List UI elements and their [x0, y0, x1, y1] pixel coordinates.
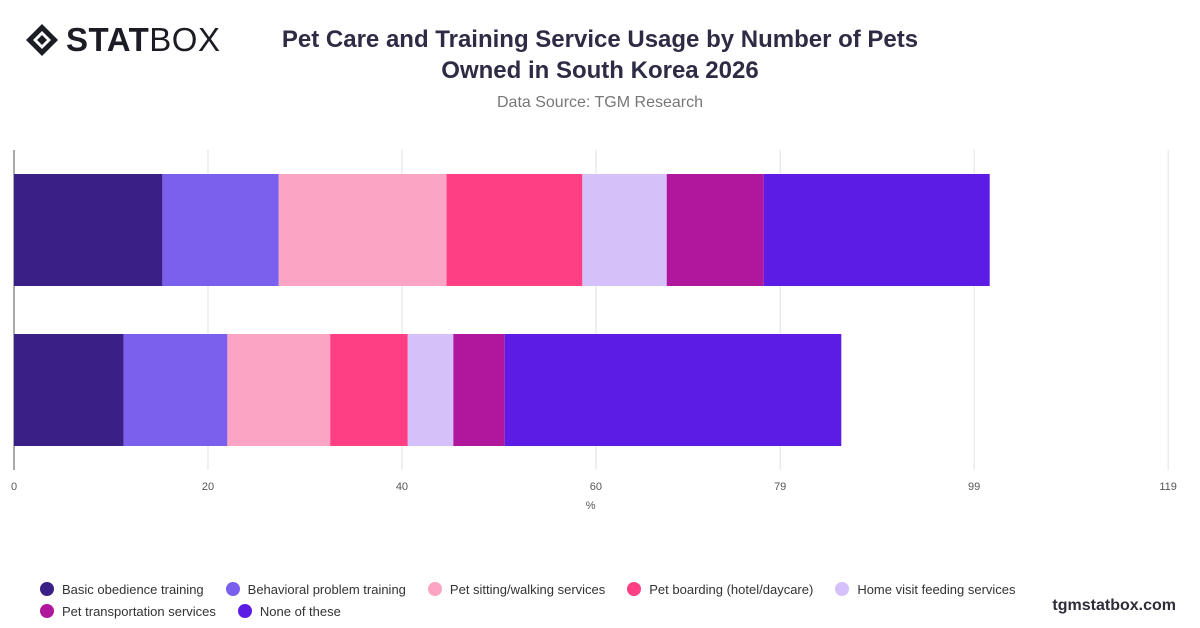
x-tick-label: 20 — [202, 481, 214, 493]
bar-segment — [582, 174, 667, 286]
x-axis-label: % — [586, 500, 596, 512]
bar-segment — [504, 334, 842, 446]
bar-segment — [453, 334, 505, 446]
legend-item[interactable]: Pet transportation services — [40, 602, 216, 620]
chart-title: Pet Care and Training Service Usage by N… — [281, 26, 919, 84]
bar-segment — [666, 174, 764, 286]
legend-item[interactable]: Home visit feeding services — [835, 580, 1016, 598]
legend-swatch — [427, 582, 442, 596]
bar-segment — [227, 334, 331, 446]
legend-label: None of these — [259, 603, 341, 619]
x-tick-label: 119 — [1159, 481, 1177, 493]
legend-item[interactable]: Pet sitting/walking services — [427, 580, 606, 598]
legend-swatch — [225, 582, 240, 596]
bar-segment — [123, 334, 228, 446]
bar-segment — [162, 174, 279, 286]
legend-swatch — [835, 582, 850, 596]
legend-label: Behavioral problem training — [247, 581, 406, 597]
bar-segment — [407, 334, 454, 446]
legend-swatch — [40, 604, 54, 618]
brand-logo: STATBOX — [24, 22, 220, 58]
legend-label: Pet sitting/walking services — [449, 581, 606, 597]
legend-swatch — [237, 604, 252, 618]
legend-label: Home visit feeding services — [857, 581, 1016, 597]
brand-name: STATBOX — [66, 22, 220, 58]
bar-segment — [14, 174, 163, 286]
diamond-logo-icon — [26, 24, 58, 56]
legend-label: Basic obedience training — [62, 581, 204, 597]
legend-swatch — [40, 582, 54, 596]
legend-item[interactable]: Pet boarding (hotel/daycare) — [627, 580, 813, 598]
x-tick-label: 0 — [11, 481, 17, 493]
legend-label: Pet transportation services — [62, 603, 216, 619]
x-tick-label: 79 — [774, 481, 786, 493]
legend-item[interactable]: Basic obedience training — [40, 580, 204, 598]
chart-header: Pet Care and Training Service Usage by N… — [280, 24, 920, 112]
legend-label: Pet boarding (hotel/daycare) — [649, 581, 814, 597]
bar-segment — [763, 174, 990, 286]
chart-subtitle: Data Source: TGM Research — [496, 94, 703, 111]
legend-swatch — [627, 582, 642, 596]
bar-segment — [446, 174, 583, 286]
chart-legend: Basic obedience training Behavioral probl… — [40, 580, 1170, 620]
bar-segment — [14, 334, 124, 446]
bar-segment — [278, 174, 447, 286]
brand-name-bold: STAT — [66, 21, 150, 58]
x-tick-label: 40 — [396, 481, 408, 493]
stacked-bar-chart: 0 20 40 60 79 99 119% — [11, 150, 1177, 512]
footer-site: tgmstatbox.com — [1052, 597, 1176, 614]
bar-segment — [330, 334, 408, 446]
legend-item[interactable]: None of these — [237, 602, 341, 620]
x-tick-label: 60 — [590, 481, 602, 493]
x-tick-label: 99 — [968, 481, 980, 493]
legend-item[interactable]: Behavioral problem training — [225, 580, 406, 598]
brand-name-light: BOX — [149, 21, 221, 58]
